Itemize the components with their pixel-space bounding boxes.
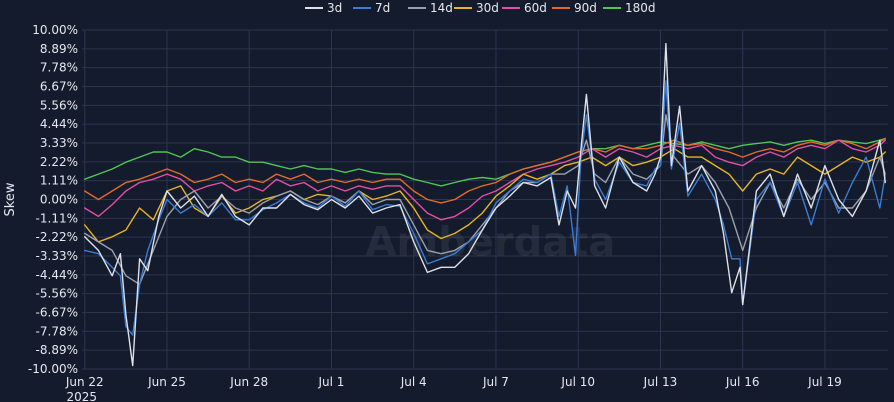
y-tick-label: 8.89% <box>40 42 78 56</box>
legend-item-60d[interactable]: 60d <box>502 1 547 15</box>
legend-label: 14d <box>430 1 453 15</box>
legend[interactable]: 3d 7d 14d 30d 60d 90d 180d <box>305 1 656 15</box>
series-line-7d <box>83 80 886 336</box>
series-line-180d <box>83 137 886 187</box>
legend-label: 3d <box>327 1 342 15</box>
x-tick-label: Jul 10 <box>560 375 595 389</box>
legend-label: 60d <box>524 1 547 15</box>
legend-item-180d[interactable]: 180d <box>603 1 656 15</box>
x-tick-label: Jul 13 <box>643 375 678 389</box>
legend-label: 180d <box>625 1 656 15</box>
x-tick-label: Jul 7 <box>482 375 509 389</box>
legend-item-7d[interactable]: 7d <box>353 1 390 15</box>
x-tick-label: Jun 25 <box>147 375 186 389</box>
y-tick-label: 3.33% <box>40 136 78 150</box>
y-tick-label: 0.00% <box>40 193 78 207</box>
x-tick-label: Jun 22 <box>65 375 104 389</box>
series-lines <box>83 42 886 367</box>
y-axis: 10.00% 8.89% 7.78% 6.67% 5.56% 4.44% 3.33% 2.22… <box>28 23 78 376</box>
y-tick-label: -1.11% <box>36 211 78 225</box>
x-tick-label: Jul 1 <box>318 375 345 389</box>
legend-item-3d[interactable]: 3d <box>305 1 342 15</box>
y-tick-label: -2.22% <box>36 230 78 244</box>
grid <box>82 29 888 370</box>
y-tick-label: -7.78% <box>36 324 78 338</box>
x-tick-sublabel: 2025 <box>66 390 97 402</box>
legend-label: 30d <box>476 1 499 15</box>
series-line-60d <box>83 139 886 221</box>
x-tick-label: Jun 28 <box>229 375 268 389</box>
series-line-3d <box>83 42 886 367</box>
y-tick-label: 10.00% <box>32 23 78 37</box>
x-tick-label: Jul 19 <box>807 375 842 389</box>
y-tick-label: -6.67% <box>36 306 78 320</box>
y-tick-label: 6.67% <box>40 80 78 94</box>
series-line-30d <box>83 147 886 243</box>
y-axis-label: Skew <box>3 182 18 216</box>
watermark: Amberdata <box>366 219 616 265</box>
series-line-90d <box>83 137 886 204</box>
legend-item-14d[interactable]: 14d <box>408 1 453 15</box>
y-tick-label: 2.22% <box>40 155 78 169</box>
legend-label: 90d <box>574 1 597 15</box>
y-tick-label: 5.56% <box>40 98 78 112</box>
x-tick-label: Jul 16 <box>725 375 760 389</box>
legend-label: 7d <box>375 1 390 15</box>
y-tick-label: 4.44% <box>40 117 78 131</box>
legend-item-30d[interactable]: 30d <box>454 1 499 15</box>
y-tick-label: -8.89% <box>36 343 78 357</box>
y-tick-label: 7.78% <box>40 61 78 75</box>
y-tick-label: -4.44% <box>36 268 78 282</box>
x-tick-label: Jul 4 <box>400 375 427 389</box>
legend-item-90d[interactable]: 90d <box>552 1 597 15</box>
y-tick-label: 1.11% <box>40 174 78 188</box>
y-tick-label: -10.00% <box>28 362 78 376</box>
y-tick-label: -3.33% <box>36 249 78 263</box>
y-tick-label: -5.56% <box>36 287 78 301</box>
